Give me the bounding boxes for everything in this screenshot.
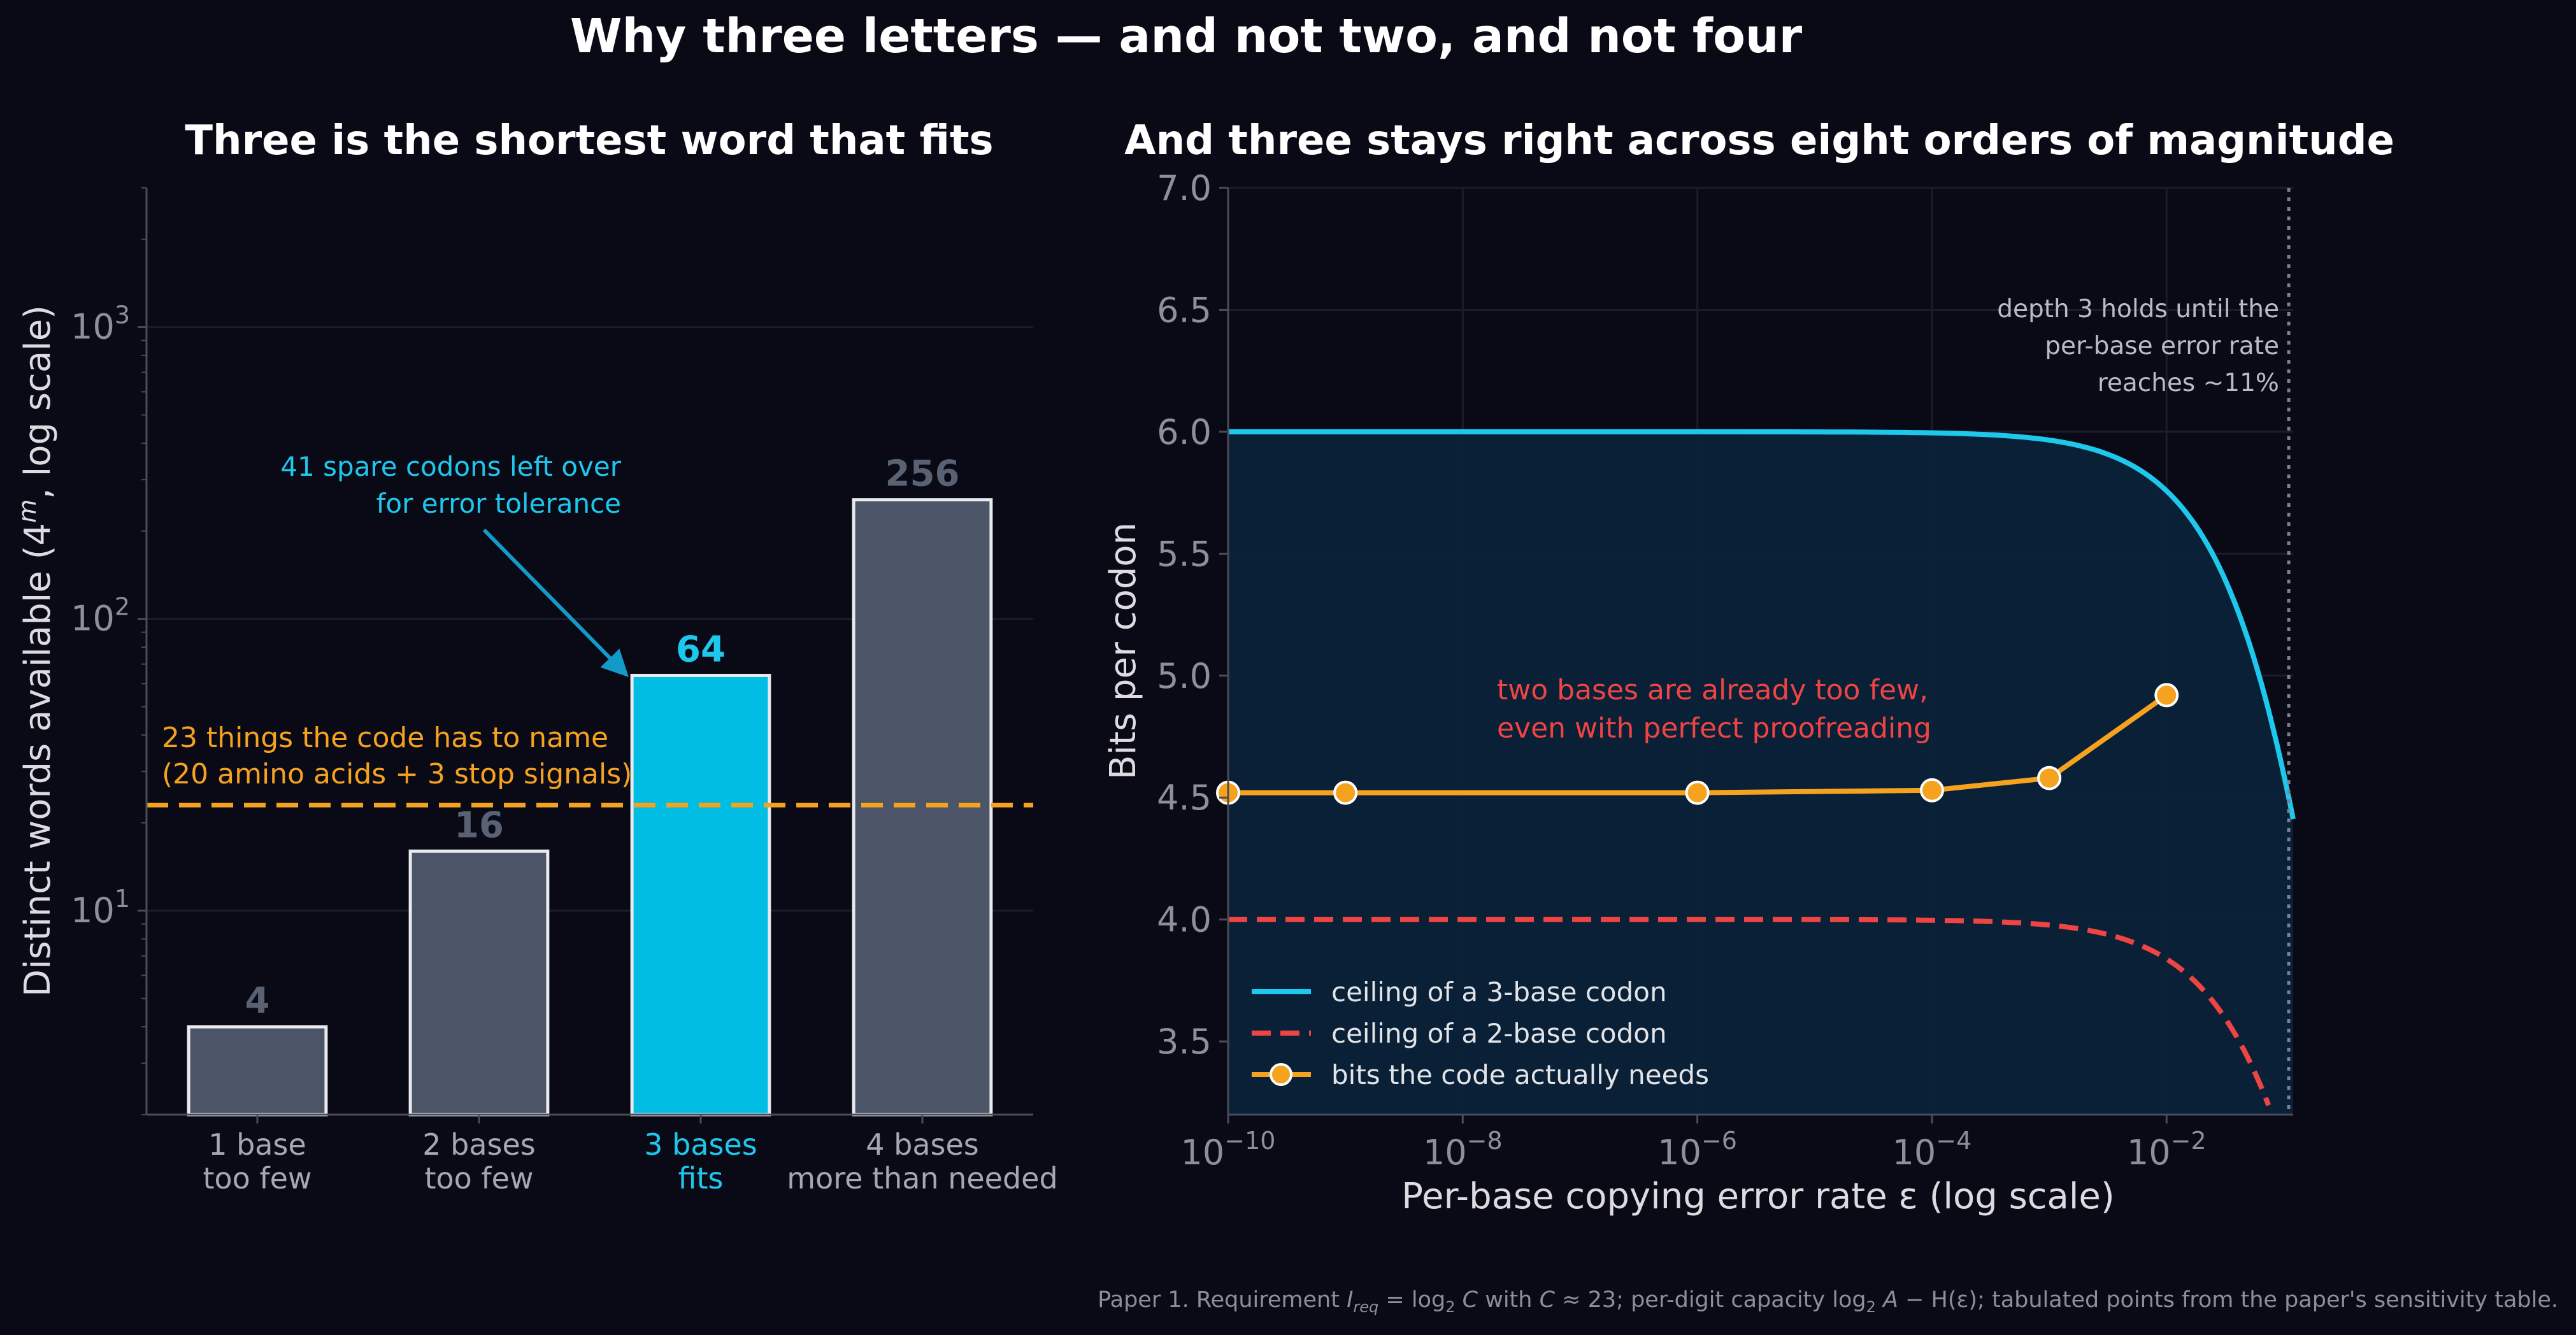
figure-title: Why three letters — and not two, and not… xyxy=(570,9,1803,64)
bits-needed-point xyxy=(1919,778,1944,803)
right-x-tick-label: 10−2 xyxy=(2127,1127,2207,1173)
bar-2 xyxy=(408,849,550,1117)
bar-1 xyxy=(187,1025,328,1117)
footnote: Paper 1. Requirement Ireq = log2 C with … xyxy=(1098,1287,2558,1316)
bar-3 xyxy=(630,673,771,1117)
left-y-tick-label: 101 xyxy=(71,885,130,931)
category-label-line2: fits xyxy=(678,1161,724,1196)
threshold-note-line2: per-base error rate xyxy=(2045,332,2279,361)
series-line-2base-ceiling xyxy=(1228,917,2272,1106)
right-x-tick-label: 10−8 xyxy=(1423,1127,1503,1173)
left-y-axis-label: Distinct words available (4m, log scale) xyxy=(13,305,59,997)
right-x-tick-label: 10−6 xyxy=(1657,1127,1737,1173)
left-y-tick-label: 102 xyxy=(71,593,130,639)
two-bases-annotation-line2: even with perfect proofreading xyxy=(1497,712,1931,745)
spare-codons-annotation-line1: 41 spare codons left over xyxy=(280,451,621,482)
bar-value-label: 16 xyxy=(454,804,504,846)
legend-label-3base: ceiling of a 3-base codon xyxy=(1331,976,1667,1008)
bar-value-label: 256 xyxy=(885,453,960,495)
legend: ceiling of a 3-base codon ceiling of a 2… xyxy=(1252,976,1709,1090)
left-chart: Three is the shortest word that fits 101… xyxy=(13,117,1058,1196)
bits-needed-point xyxy=(2154,683,2179,708)
left-y-tick-label: 103 xyxy=(71,301,130,347)
threshold-label-line1: 23 things the code has to name xyxy=(162,722,608,754)
category-label-line2: too few xyxy=(424,1161,533,1196)
category-label-line2: more than needed xyxy=(787,1161,1057,1196)
category-label-line1: 4 bases xyxy=(866,1127,979,1162)
right-y-tick-label: 4.0 xyxy=(1157,900,1212,940)
right-y-tick-label: 5.5 xyxy=(1157,534,1212,574)
right-y-axis: 3.5 4.0 4.5 5.0 5.5 6.0 6.5 7.0 xyxy=(1157,168,1228,1062)
spare-codons-annotation-line2: for error tolerance xyxy=(376,488,621,519)
right-y-tick-label: 3.5 xyxy=(1157,1022,1212,1062)
right-chart-title: And three stays right across eight order… xyxy=(1124,117,2394,164)
right-y-tick-label: 6.5 xyxy=(1157,290,1212,330)
right-x-axis: 10−10 10−8 10−6 10−4 10−2 xyxy=(1181,1115,2207,1173)
category-label-line2: too few xyxy=(203,1161,311,1196)
right-y-tick-label: 4.5 xyxy=(1157,778,1212,818)
series-line-bits-needed xyxy=(1228,693,2168,796)
bits-needed-point xyxy=(2037,766,2062,790)
spare-codons-arrow xyxy=(482,528,629,677)
right-x-tick-label: 10−4 xyxy=(1893,1127,1972,1173)
series-line-3base-ceiling xyxy=(1228,429,2296,820)
legend-label-needed: bits the code actually needs xyxy=(1331,1059,1709,1090)
legend-marker-needed xyxy=(1270,1063,1292,1086)
threshold-label-line2: (20 amino acids + 3 stop signals) xyxy=(162,758,632,790)
bits-needed-point xyxy=(1685,780,1710,805)
right-chart: And three stays right across eight order… xyxy=(1103,117,2394,1217)
right-x-tick-label: 10−10 xyxy=(1181,1127,1276,1173)
right-y-tick-label: 5.0 xyxy=(1157,656,1212,696)
category-label-line1: 3 bases xyxy=(644,1127,757,1162)
category-label-line1: 2 bases xyxy=(422,1127,536,1162)
right-y-tick-label: 7.0 xyxy=(1157,168,1212,208)
right-x-axis-label: Per-base copying error rate ε (log scale… xyxy=(1401,1176,2114,1217)
two-bases-annotation-line1: two bases are already too few, xyxy=(1497,674,1928,706)
right-y-axis-label: Bits per codon xyxy=(1103,522,1144,780)
capacity-gap-fill xyxy=(1228,431,2293,1115)
threshold-note-line3: reaches ~11% xyxy=(2098,369,2279,397)
right-y-tick-label: 6.0 xyxy=(1157,412,1212,452)
left-chart-title: Three is the shortest word that fits xyxy=(185,117,993,164)
bits-needed-point xyxy=(1333,780,1358,805)
left-y-axis: 101 102 103 xyxy=(71,187,147,1115)
category-label-line1: 1 base xyxy=(208,1127,306,1162)
bar-value-label: 4 xyxy=(245,980,270,1022)
bar-value-label: 64 xyxy=(676,629,726,670)
threshold-note-line1: depth 3 holds until the xyxy=(1997,295,2279,324)
legend-label-2base: ceiling of a 2-base codon xyxy=(1331,1018,1667,1049)
